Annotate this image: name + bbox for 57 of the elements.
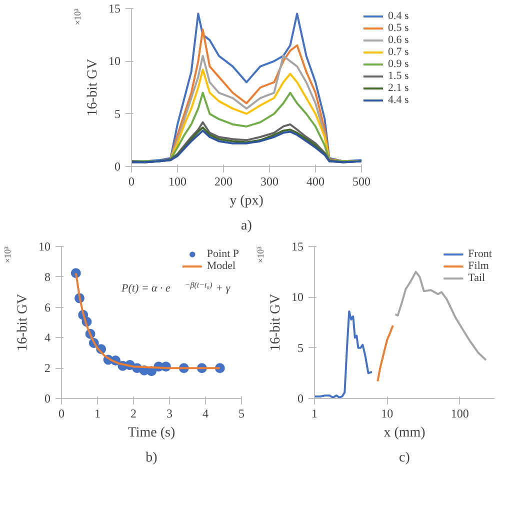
legend-label: 0.4 s xyxy=(388,10,409,22)
y-tick-label: 0 xyxy=(298,392,304,406)
x-tick-label: 3 xyxy=(166,406,172,420)
text: b) xyxy=(146,450,158,466)
y-tick-label: 0 xyxy=(44,392,50,406)
legend-label: 0.7 s xyxy=(388,46,409,58)
x-tick-label: 1 xyxy=(94,406,100,420)
text: a) xyxy=(241,218,252,234)
y-tick-label: 8 xyxy=(44,270,50,284)
legend-label: 4.4 s xyxy=(388,94,409,106)
y-tick-label: 2 xyxy=(44,361,50,376)
y-tick-label: 15 xyxy=(108,2,120,16)
x-tick-label: 0 xyxy=(58,406,64,420)
y-tick-label: 10 xyxy=(38,240,50,254)
x-tick-label: 400 xyxy=(306,174,324,188)
x-tick-label: 200 xyxy=(214,174,232,188)
y-axis-title: 16-bit GV xyxy=(86,58,100,116)
x-axis-title: y (px) xyxy=(230,194,264,208)
x-tick-label: 5 xyxy=(238,406,244,420)
text: ×10³ xyxy=(72,8,82,26)
x-tick-label: 0 xyxy=(128,174,134,188)
x-tick-label: 10 xyxy=(381,406,394,420)
y-tick-label: 6 xyxy=(44,300,50,314)
y-tick-label: 5 xyxy=(114,106,120,121)
legend-label: Point P xyxy=(206,248,239,260)
legend-label: Tail xyxy=(468,272,486,284)
y-tick-label: 10 xyxy=(292,290,304,304)
legend-label: 0.9 s xyxy=(388,58,409,70)
legend-label: Front xyxy=(468,248,492,260)
x-tick-label: 2 xyxy=(130,406,136,420)
x-tick-label: 4 xyxy=(202,406,208,420)
y-tick-label: 0 xyxy=(114,160,120,174)
x-axis-title: Time (s) xyxy=(128,426,176,440)
text: P(t) = α · e−β(t−t₀) + γ xyxy=(122,280,230,294)
legend-label: 0.6 s xyxy=(388,34,409,46)
text: ×10³ xyxy=(2,246,12,264)
x-tick-label: 500 xyxy=(352,174,370,188)
text: c) xyxy=(399,450,410,466)
x-tick-label: 100 xyxy=(450,406,469,420)
y-axis-title: 16-bit GV xyxy=(268,294,284,352)
legend-label: Model xyxy=(206,260,236,272)
legend-label: 0.5 s xyxy=(388,22,409,34)
y-tick-label: 5 xyxy=(298,340,304,355)
x-axis-title: x (mm) xyxy=(384,426,426,440)
legend-label: 2.1 s xyxy=(388,82,409,94)
y-tick-label: 10 xyxy=(108,54,120,68)
x-tick-label: 300 xyxy=(260,174,278,188)
y-axis-title: 16-bit GV xyxy=(16,294,30,352)
y-tick-label: 15 xyxy=(292,240,304,254)
x-tick-label: 100 xyxy=(168,174,186,188)
legend-label: 1.5 s xyxy=(388,70,409,82)
x-tick-label: 1 xyxy=(312,406,318,420)
line-series xyxy=(376,324,394,382)
legend-label: Film xyxy=(468,260,489,272)
line-series xyxy=(132,92,362,162)
text: ×10³ xyxy=(256,246,266,264)
y-tick-label: 4 xyxy=(44,330,50,345)
